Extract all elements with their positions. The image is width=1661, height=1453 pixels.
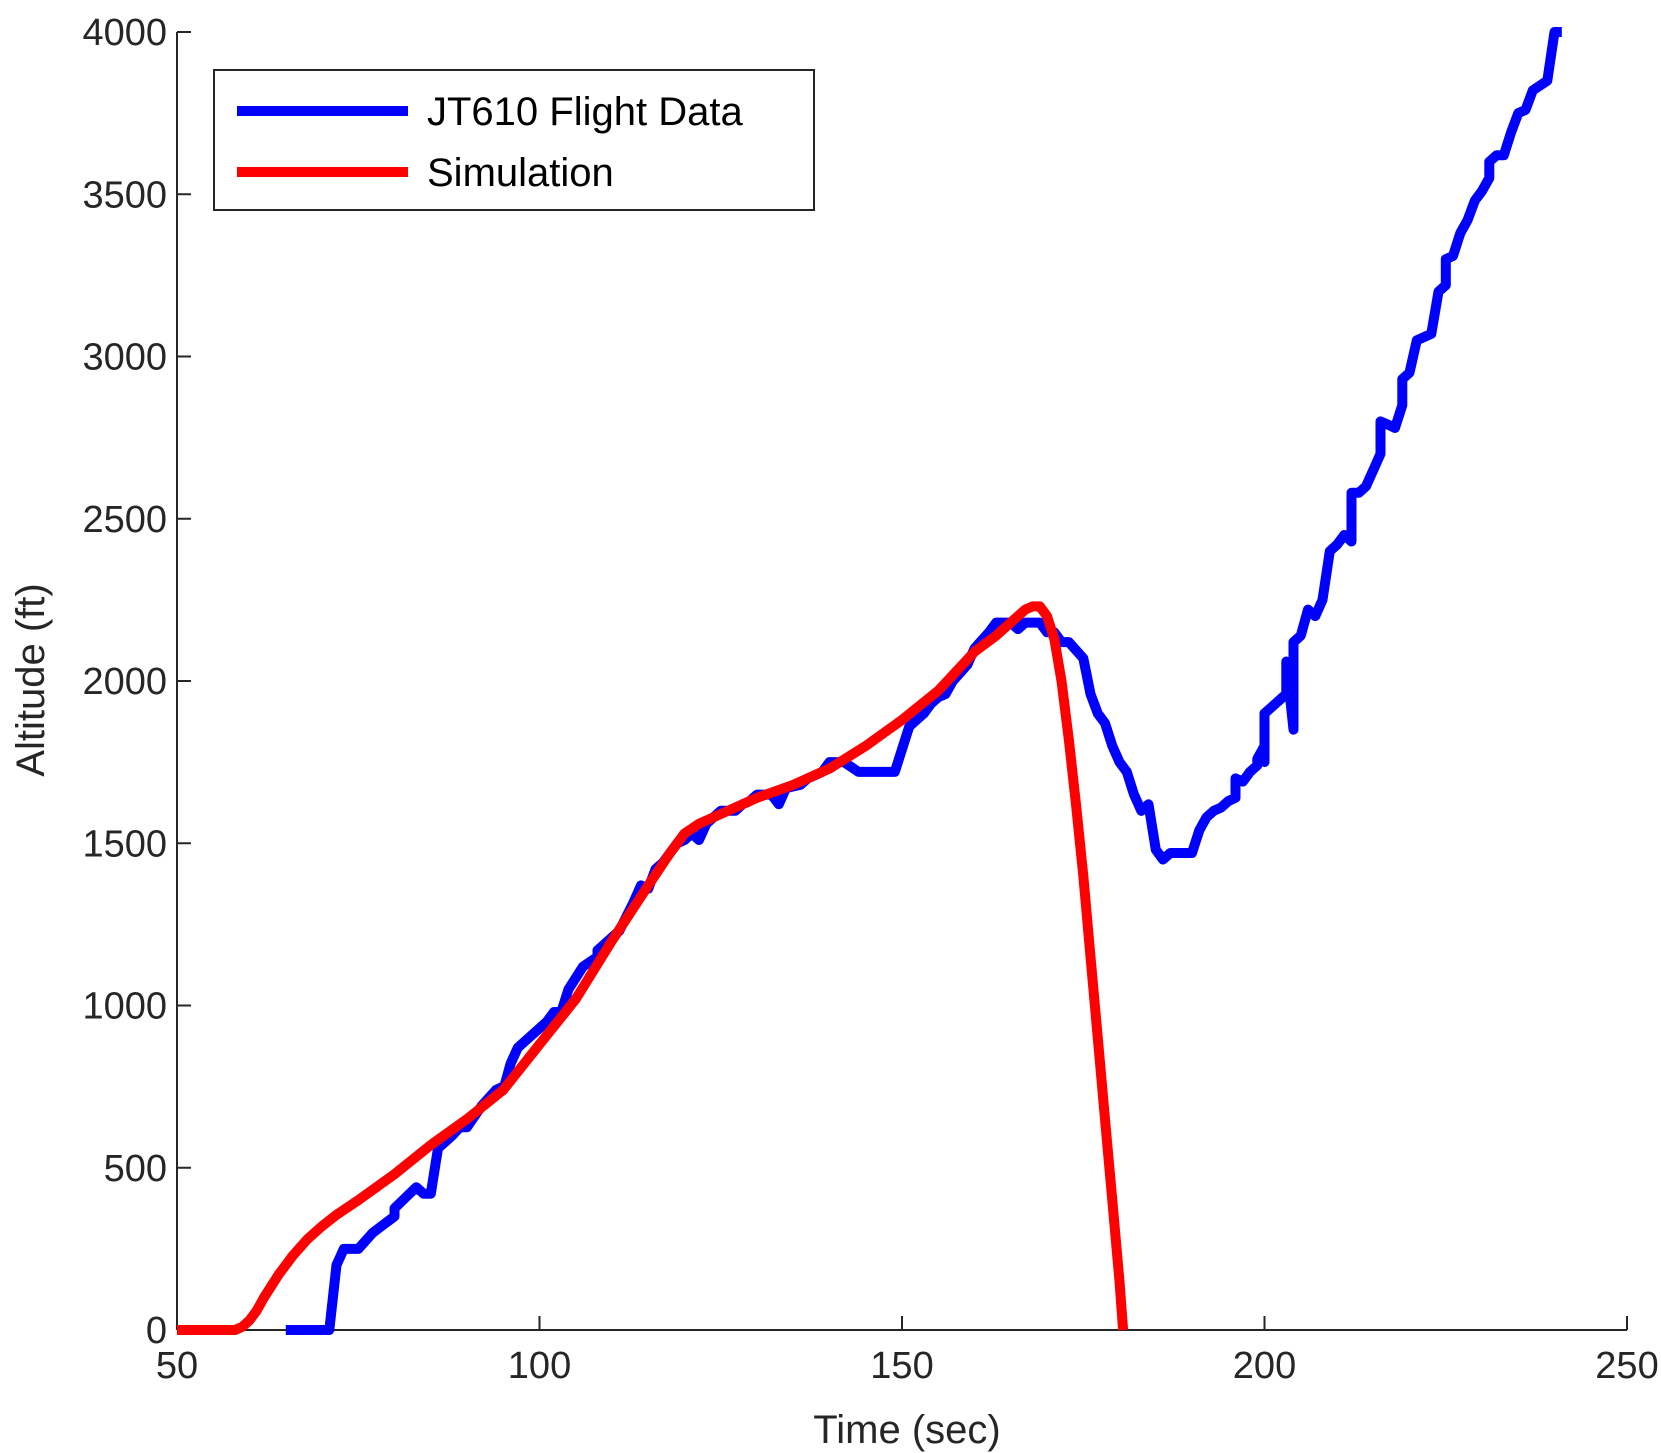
y-tick-label: 3500 [82,174,167,216]
x-tick-label: 50 [156,1345,198,1387]
x-tick-label: 100 [508,1345,571,1387]
y-tick-label: 4000 [82,12,167,54]
legend-entry-0: JT610 Flight Data [427,90,743,134]
series-layer [177,27,1562,1335]
y-tick-label: 2000 [82,661,167,703]
labels-layer: Time (sec) Altitude (ft) [9,583,1001,1452]
y-tick-label: 0 [146,1310,167,1352]
series-line-0 [285,27,1562,1335]
series-line-1 [177,601,1129,1335]
axes: 50 100 150 200 25005001000150020002500300035… [82,12,1658,1387]
y-tick-label: 2500 [82,499,167,541]
legend-box [213,69,815,211]
y-axis-label: Altitude (ft) [9,583,53,776]
legend: JT610 Flight Data Simulation [213,69,815,211]
x-tick-label: 250 [1595,1345,1658,1387]
y-tick-label: 1000 [82,986,167,1028]
x-axis-label: Time (sec) [813,1408,1000,1452]
x-tick-label: 150 [870,1345,933,1387]
legend-entry-1: Simulation [427,151,614,195]
y-tick-label: 3000 [82,337,167,379]
y-tick-label: 1500 [82,823,167,865]
y-tick-label: 500 [104,1148,167,1190]
x-tick-label: 200 [1233,1345,1296,1387]
